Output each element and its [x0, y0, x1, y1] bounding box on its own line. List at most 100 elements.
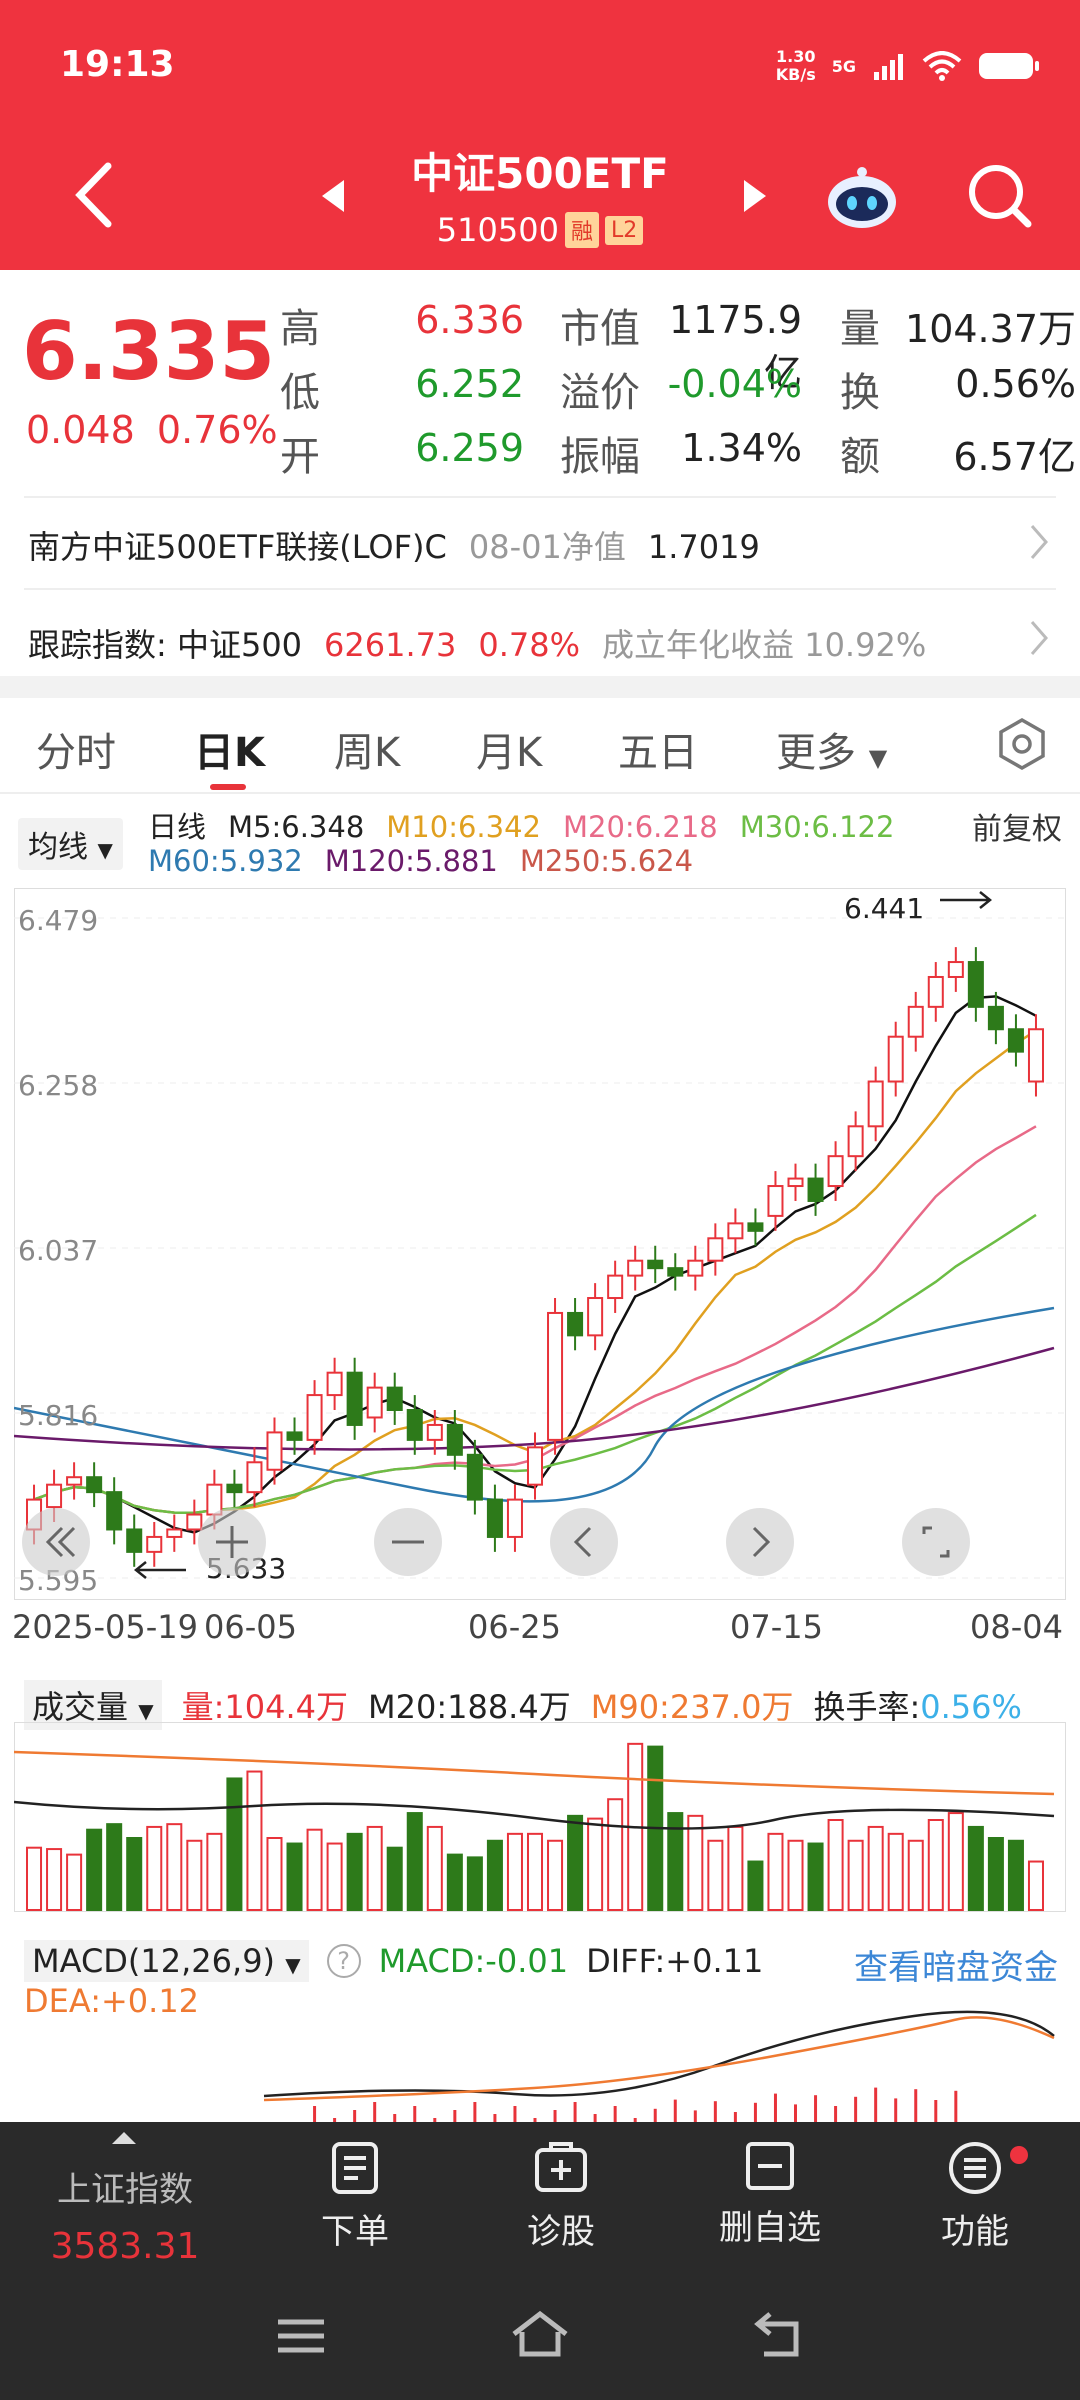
candle	[967, 961, 984, 1008]
change-pct: 0.76%	[156, 408, 278, 452]
volume-bar	[266, 1837, 283, 1911]
tab-five-day[interactable]: 五日	[618, 730, 698, 776]
volume-bar	[607, 1798, 624, 1911]
candle	[246, 1461, 263, 1494]
sh-index-name[interactable]: 上证指数	[57, 2170, 193, 2210]
candle	[486, 1498, 503, 1538]
volume-bar	[687, 1814, 704, 1911]
adjustment-mode[interactable]: 前复权	[972, 812, 1062, 847]
amplitude-label: 振幅	[560, 434, 640, 480]
caret-down-icon: ▼	[868, 744, 888, 772]
volume-label: 量	[840, 306, 880, 352]
divider	[0, 792, 1080, 794]
tab-more[interactable]: 更多 ▼	[776, 720, 887, 778]
tab-daily-k[interactable]: 日K	[194, 730, 265, 776]
rewind-icon	[45, 1526, 76, 1558]
mktcap-value: 1175.9亿	[669, 298, 802, 395]
chevron-right-icon	[1030, 525, 1048, 559]
volume-bar	[907, 1839, 924, 1911]
divider	[24, 588, 1056, 590]
index-pct: 0.78%	[478, 626, 581, 664]
next-stock-icon[interactable]	[740, 178, 770, 214]
rewind-button[interactable]	[22, 1508, 90, 1576]
search-icon[interactable]	[964, 160, 1034, 230]
back-nav-icon[interactable]	[754, 2310, 804, 2360]
home-icon[interactable]	[510, 2310, 570, 2360]
status-icons: 1.30 KB/s 5G	[776, 48, 1040, 84]
functions-menu-icon	[949, 2142, 1001, 2194]
date-label: 08-04	[970, 1608, 1063, 1646]
candle	[907, 1005, 924, 1038]
candle	[767, 1185, 784, 1217]
wifi-icon	[922, 51, 962, 81]
volume-bar	[787, 1839, 804, 1911]
volume-bar	[827, 1819, 844, 1911]
tab-weekly-k[interactable]: 周K	[334, 730, 401, 776]
ma-selector-label: 均线	[28, 830, 88, 865]
candle	[86, 1476, 103, 1494]
date-label: 2025-05-19	[12, 1608, 198, 1646]
volume-bar	[967, 1825, 984, 1911]
macd-selector[interactable]: MACD(12,26,9) ▼	[24, 1940, 309, 1982]
high-label: 高	[280, 306, 320, 352]
date-label: 06-25	[468, 1608, 561, 1646]
menu-icon[interactable]	[276, 2316, 326, 2356]
settings-hexagon-icon[interactable]	[994, 716, 1050, 772]
chevron-left-icon	[573, 1526, 592, 1558]
candle	[627, 1259, 644, 1277]
ma-selector[interactable]: 均线 ▼	[18, 818, 123, 870]
candle	[466, 1453, 483, 1501]
fullscreen-button[interactable]	[902, 1508, 970, 1576]
tab-monthly-k[interactable]: 月K	[476, 730, 543, 776]
volume-bar	[306, 1828, 323, 1911]
vol-m20-line	[14, 1800, 1055, 1830]
fund-name: 南方中证500ETF联接(LOF)C	[28, 528, 447, 566]
robot-assistant-icon[interactable]	[824, 166, 900, 232]
candle	[346, 1371, 363, 1426]
volume-bar	[987, 1837, 1004, 1911]
volume-bar	[286, 1842, 303, 1911]
candle	[547, 1311, 564, 1441]
volume-selector-label: 成交量	[32, 1688, 129, 1726]
nav-diagnose-label: 诊股	[527, 2212, 595, 2252]
caret-down-icon: ▼	[285, 1953, 301, 1977]
volume-bar	[867, 1825, 884, 1911]
volume-bar	[226, 1777, 243, 1912]
nav-diagnose[interactable]: 诊股	[506, 2140, 616, 2253]
turnover-value: 0.56%	[955, 362, 1076, 406]
dark-pool-link[interactable]: 查看暗盘资金	[854, 1948, 1058, 1988]
macd-chart	[263, 2010, 1055, 2124]
macd-value: MACD:-0.01	[378, 1942, 569, 1980]
candle	[667, 1267, 684, 1277]
candle	[607, 1274, 624, 1300]
status-time: 19:13	[60, 44, 175, 85]
nav-order[interactable]: 下单	[300, 2140, 410, 2253]
stock-name: 中证500ETF	[411, 149, 669, 198]
ma10: M10:6.342	[386, 810, 541, 844]
period-label: 日线	[148, 810, 207, 844]
scroll-left-button[interactable]	[550, 1508, 618, 1576]
volume-bar	[547, 1839, 564, 1911]
high-arrow-icon	[940, 891, 993, 909]
help-icon[interactable]: ?	[326, 1944, 361, 1978]
volume-today: 量:104.4万	[181, 1688, 348, 1726]
back-icon[interactable]	[70, 160, 120, 230]
volume-m20: M20:188.4万	[367, 1688, 571, 1726]
section-gap	[0, 676, 1080, 698]
linked-fund-row[interactable]: 南方中证500ETF联接(LOF)C 08-01净值 1.7019	[28, 522, 782, 568]
prev-stock-icon[interactable]	[318, 178, 348, 214]
signal-icon	[874, 54, 903, 80]
ma250: M250:5.624	[519, 844, 694, 878]
candle	[747, 1222, 764, 1232]
tracking-index-row[interactable]: 跟踪指数: 中证500 6261.73 0.78% 成立年化收益 10.92%	[28, 620, 948, 666]
volume-bar	[807, 1842, 824, 1911]
nav-functions[interactable]: 功能	[920, 2140, 1030, 2253]
scroll-right-button[interactable]	[726, 1508, 794, 1576]
index-label: 跟踪指数: 中证500	[28, 626, 303, 664]
fund-nav: 1.7019	[647, 528, 760, 566]
tab-intraday[interactable]: 分时	[36, 730, 116, 776]
volume-bar	[727, 1825, 744, 1911]
nav-remove-watchlist[interactable]: 删自选	[700, 2140, 840, 2249]
volume-bar	[1027, 1860, 1044, 1912]
